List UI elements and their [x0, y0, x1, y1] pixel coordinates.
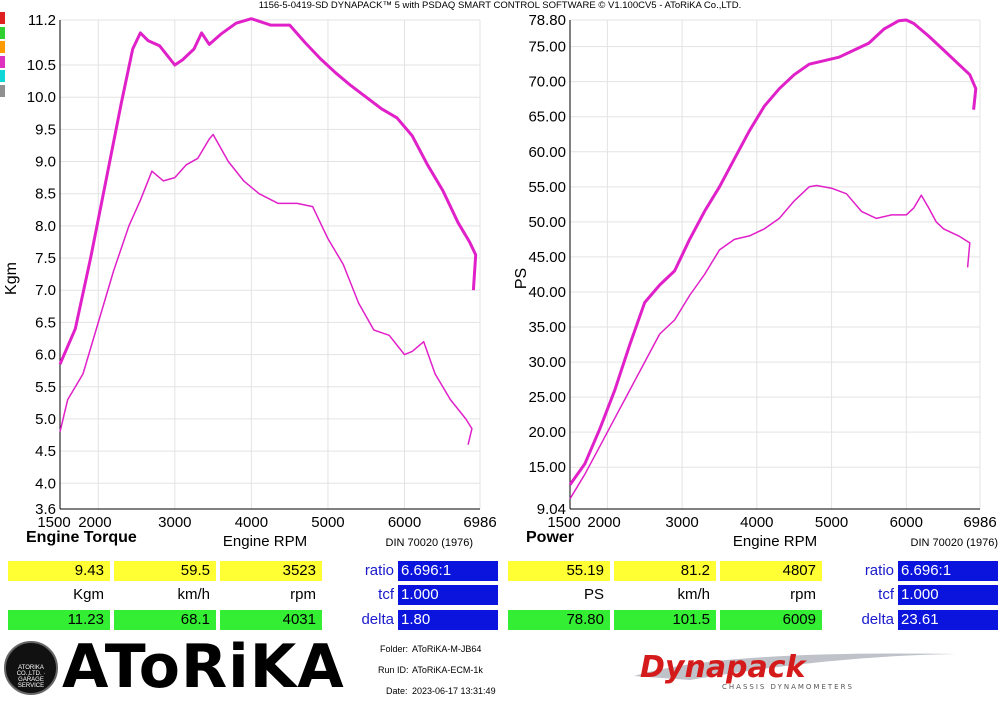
y-tick-label: 45.00 — [528, 249, 566, 266]
y-tick-label: 35.00 — [528, 319, 566, 336]
power-delta-value: 23.61 — [898, 610, 998, 630]
badge-text: ATORIKA CO.,LTD. · GARAGE SERVICE — [6, 665, 56, 689]
x-axis-label: Engine RPM — [733, 533, 817, 550]
torque-speed-1: 59.5 — [114, 561, 216, 581]
power-tcf-label: tcf — [840, 585, 894, 605]
torque-ratio-value: 6.696:1 — [398, 561, 498, 581]
torque-speed-2: 68.1 — [114, 610, 216, 630]
power-ratio-label: ratio — [840, 561, 894, 581]
x-tick-label: 5000 — [815, 514, 848, 531]
folder-value: AToRiKA-M-JB64 — [412, 644, 481, 654]
folder-label: Folder: — [380, 644, 408, 654]
power-tcf-value: 1.000 — [898, 585, 998, 605]
atorika-badge-logo: ATORIKA CO.,LTD. · GARAGE SERVICE — [4, 641, 58, 695]
power-unit-1: PS — [508, 585, 610, 605]
y-tick-label: 65.00 — [528, 109, 566, 126]
torque-delta-label: delta — [340, 610, 394, 630]
torque-tcf-label: tcf — [340, 585, 394, 605]
power-ratio-value: 6.696:1 — [898, 561, 998, 581]
series-line-upper — [570, 20, 976, 485]
power-speed-1: 81.2 — [614, 561, 716, 581]
torque-value-2: 11.23 — [8, 610, 110, 630]
torque-rpm-2: 4031 — [220, 610, 322, 630]
y-tick-label: 20.00 — [528, 424, 566, 441]
x-tick-label: 4000 — [740, 514, 773, 531]
x-tick-label: 2000 — [587, 514, 620, 531]
torque-unit-1: Kgm — [8, 585, 110, 605]
chart-title: Power — [526, 529, 574, 546]
run-label: Run ID: — [378, 665, 409, 675]
dynapack-wordmark: Dynapack — [640, 650, 808, 685]
y-axis-label: PS — [513, 268, 530, 289]
x-tick-label: 6000 — [890, 514, 923, 531]
torque-tcf-value: 1.000 — [398, 585, 498, 605]
power-rpm-1: 4807 — [720, 561, 822, 581]
power-delta-label: delta — [840, 610, 894, 630]
dynapack-logo: Dynapack CHASSIS DYNAMOMETERS — [630, 646, 960, 692]
date-value: 2023-06-17 13:31:49 — [412, 686, 496, 696]
y-tick-label: 70.00 — [528, 74, 566, 91]
y-tick-label: 75.00 — [528, 39, 566, 56]
test-standard: DIN 70020 (1976) — [911, 537, 998, 549]
power-value-2: 78.80 — [508, 610, 610, 630]
torque-rpm-1: 3523 — [220, 561, 322, 581]
power-chart: 9.04 15.00 20.00 25.00 30.00 35.00 40.00 45.00 5… — [0, 0, 1000, 560]
y-tick-label: 25.00 — [528, 389, 566, 406]
torque-unit-3: rpm — [220, 585, 322, 605]
power-value-1: 55.19 — [508, 561, 610, 581]
torque-value-1: 9.43 — [8, 561, 110, 581]
power-unit-2: km/h — [614, 585, 716, 605]
torque-ratio-label: ratio — [340, 561, 394, 581]
y-tick-label: 15.00 — [528, 459, 566, 476]
y-tick-label: 40.00 — [528, 284, 566, 301]
power-unit-3: rpm — [720, 585, 822, 605]
x-tick-label: 6986 — [963, 514, 996, 531]
atorika-logo: AToRiKA — [62, 636, 345, 698]
run-value: AToRiKA-ECM-1k — [412, 665, 483, 675]
torque-unit-2: km/h — [114, 585, 216, 605]
x-tick-label: 3000 — [665, 514, 698, 531]
power-speed-2: 101.5 — [614, 610, 716, 630]
dynapack-subtitle: CHASSIS DYNAMOMETERS — [722, 683, 854, 691]
y-tick-label: 60.00 — [528, 144, 566, 161]
y-tick-label: 50.00 — [528, 214, 566, 231]
y-tick-label: 30.00 — [528, 354, 566, 371]
torque-delta-value: 1.80 — [398, 610, 498, 630]
y-tick-label: 55.00 — [528, 179, 566, 196]
power-rpm-2: 6009 — [720, 610, 822, 630]
y-tick-label: 78.80 — [528, 12, 566, 29]
date-label: Date: — [386, 686, 408, 696]
